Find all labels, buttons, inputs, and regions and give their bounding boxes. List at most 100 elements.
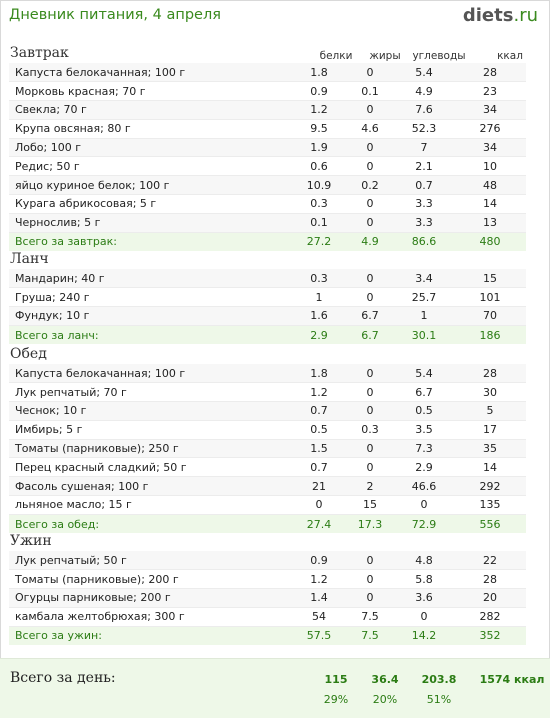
value-protein: 0.7 (292, 401, 346, 421)
value-kcal: 34 (454, 138, 526, 158)
value-fat: 0 (346, 364, 394, 384)
value-kcal: 480 (454, 232, 526, 251)
value-carbs: 4.9 (394, 81, 454, 102)
column-header-fat: жиры (369, 50, 401, 62)
food-row: яйцо куриное белок; 100 г 10.9 0.2 0.7 48 (9, 175, 526, 196)
food-row: Курага абрикосовая; 5 г 0.3 0 3.3 14 (9, 194, 526, 214)
food-name: Чеснок; 10 г (9, 401, 292, 421)
value-carbs: 0 (394, 607, 454, 627)
meal-total-row: Всего за обед: 27.4 17.3 72.9 556 (9, 514, 526, 534)
value-carbs: 6.7 (394, 382, 454, 403)
value-kcal: 22 (454, 551, 526, 571)
value-protein: 1 (292, 287, 346, 308)
food-name: Огурцы парниковые; 200 г (9, 588, 292, 608)
value-protein: 0.5 (292, 420, 346, 440)
food-row: камбала желтобрюхая; 300 г 54 7.5 0 282 (9, 607, 526, 627)
value-carbs: 72.9 (394, 514, 454, 534)
site-logo[interactable]: diets.ru (463, 5, 538, 26)
food-name: Чернослив; 5 г (9, 213, 292, 233)
food-name: Перец красный сладкий; 50 г (9, 457, 292, 478)
day-total-panel: Всего за день: 115 36.4 203.8 1574 ккал … (0, 658, 550, 718)
value-kcal: 276 (454, 119, 526, 139)
food-name: Томаты (парниковые); 200 г (9, 569, 292, 590)
food-row: Крупа овсяная; 80 г 9.5 4.6 52.3 276 (9, 119, 526, 139)
column-header-kcal: ккал (497, 50, 523, 62)
food-name: Редис; 50 г (9, 156, 292, 177)
value-carbs: 2.1 (394, 156, 454, 177)
value-carbs: 5.4 (394, 63, 454, 83)
value-fat: 0 (346, 287, 394, 308)
value-fat: 7.5 (346, 607, 394, 627)
value-kcal: 292 (454, 476, 526, 497)
value-carbs: 0.5 (394, 401, 454, 421)
food-name: Фундук; 10 г (9, 306, 292, 326)
day-percent-fat: 20% (372, 693, 398, 706)
food-name: Лук репчатый; 70 г (9, 382, 292, 403)
value-fat: 17.3 (346, 514, 394, 534)
value-fat: 6.7 (346, 306, 394, 326)
food-name: Груша; 240 г (9, 287, 292, 308)
value-kcal: 10 (454, 156, 526, 177)
value-carbs: 2.9 (394, 457, 454, 478)
value-fat: 0 (346, 213, 394, 233)
food-row: Лук репчатый; 70 г 1.2 0 6.7 30 (9, 382, 526, 403)
food-row: Свекла; 70 г 1.2 0 7.6 34 (9, 100, 526, 120)
value-protein: 2.9 (292, 325, 346, 345)
value-protein: 1.8 (292, 63, 346, 83)
value-kcal: 13 (454, 213, 526, 233)
section-title: Обед (10, 346, 47, 362)
value-kcal: 14 (454, 194, 526, 214)
food-name: яйцо куриное белок; 100 г (9, 175, 292, 196)
value-fat: 0.3 (346, 420, 394, 440)
food-row: Фундук; 10 г 1.6 6.7 1 70 (9, 306, 526, 326)
value-protein: 0.7 (292, 457, 346, 478)
food-row: Томаты (парниковые); 250 г 1.5 0 7.3 35 (9, 439, 526, 459)
value-kcal: 5 (454, 401, 526, 421)
value-kcal: 17 (454, 420, 526, 440)
value-kcal: 20 (454, 588, 526, 608)
value-protein: 0.1 (292, 213, 346, 233)
meal-total-label: Всего за ужин: (9, 626, 292, 645)
food-row: Лобо; 100 г 1.9 0 7 34 (9, 138, 526, 158)
value-protein: 0.3 (292, 269, 346, 289)
value-carbs: 52.3 (394, 119, 454, 139)
value-kcal: 70 (454, 306, 526, 326)
food-row: Чернослив; 5 г 0.1 0 3.3 13 (9, 213, 526, 233)
value-carbs: 5.4 (394, 364, 454, 384)
day-total-kcal: 1574 ккал (479, 673, 545, 686)
value-fat: 0 (346, 401, 394, 421)
header: Дневник питания, 4 апреля diets.ru (0, 0, 550, 34)
value-protein: 1.2 (292, 100, 346, 120)
value-carbs: 3.6 (394, 588, 454, 608)
food-name: Лук репчатый; 50 г (9, 551, 292, 571)
value-carbs: 3.5 (394, 420, 454, 440)
value-kcal: 135 (454, 495, 526, 515)
column-header-carbs: углеводы (412, 50, 466, 62)
meal-table: Капуста белокачанная; 100 г 1.8 0 5.4 28 Морк… (9, 63, 526, 251)
value-kcal: 23 (454, 81, 526, 102)
food-name: Капуста белокачанная; 100 г (9, 364, 292, 384)
food-name: Морковь красная; 70 г (9, 81, 292, 102)
food-name: Капуста белокачанная; 100 г (9, 63, 292, 83)
value-protein: 0.3 (292, 194, 346, 214)
section-title: Ужин (10, 533, 52, 549)
value-protein: 0.9 (292, 551, 346, 571)
food-name: Фасоль сушеная; 100 г (9, 476, 292, 497)
value-protein: 27.4 (292, 514, 346, 534)
value-fat: 15 (346, 495, 394, 515)
day-total-protein: 115 (324, 673, 348, 686)
value-fat: 0 (346, 569, 394, 590)
value-carbs: 3.3 (394, 213, 454, 233)
value-carbs: 0.7 (394, 175, 454, 196)
logo-part-domain: .ru (513, 5, 538, 26)
value-kcal: 556 (454, 514, 526, 534)
value-carbs: 0 (394, 495, 454, 515)
value-carbs: 7 (394, 138, 454, 158)
logo-part-main: diets (462, 5, 514, 26)
meal-total-row: Всего за ланч: 2.9 6.7 30.1 186 (9, 325, 526, 345)
meal-total-row: Всего за ужин: 57.5 7.5 14.2 352 (9, 626, 526, 645)
section-title: Завтрак (10, 45, 69, 61)
value-kcal: 35 (454, 439, 526, 459)
food-row: Груша; 240 г 1 0 25.7 101 (9, 287, 526, 308)
meal-table: Капуста белокачанная; 100 г 1.8 0 5.4 28 Лук … (9, 364, 526, 534)
